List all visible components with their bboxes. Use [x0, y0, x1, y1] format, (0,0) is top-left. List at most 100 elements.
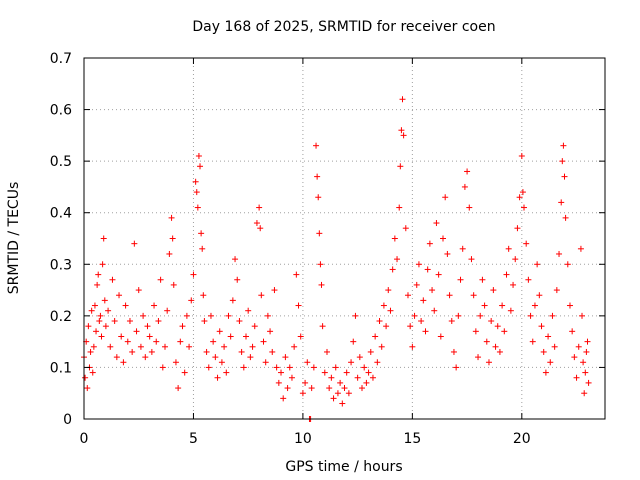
data-point — [385, 287, 392, 294]
data-point — [96, 318, 103, 325]
data-point — [293, 271, 300, 278]
data-point — [503, 271, 510, 278]
data-point — [107, 343, 114, 350]
data-point — [177, 338, 184, 345]
data-point — [507, 307, 514, 314]
data-point — [232, 256, 239, 263]
data-point — [159, 364, 166, 371]
data-point — [536, 292, 543, 299]
data-point — [267, 328, 274, 335]
data-point — [450, 348, 457, 355]
data-point — [326, 385, 333, 392]
data-points — [81, 96, 592, 422]
data-point — [418, 318, 425, 325]
data-point — [140, 312, 147, 319]
data-point — [534, 261, 541, 268]
x-tick-label: 5 — [189, 431, 198, 447]
data-point — [529, 338, 536, 345]
data-point — [97, 312, 104, 319]
data-point — [101, 297, 108, 304]
data-point — [179, 323, 186, 330]
data-point — [89, 369, 96, 376]
data-point — [111, 318, 118, 325]
data-point — [295, 302, 302, 309]
data-point — [470, 292, 477, 299]
data-point — [387, 307, 394, 314]
data-point — [559, 158, 566, 165]
data-point — [118, 333, 125, 340]
data-point — [446, 292, 453, 299]
data-point — [383, 323, 390, 330]
data-point — [455, 312, 462, 319]
data-point — [440, 235, 447, 242]
data-point — [238, 348, 245, 355]
data-point — [109, 276, 116, 283]
data-point — [315, 194, 322, 201]
data-point — [442, 194, 449, 201]
data-point — [461, 183, 468, 190]
data-point — [297, 333, 304, 340]
data-point — [249, 343, 256, 350]
data-point — [540, 348, 547, 355]
data-point — [316, 230, 323, 237]
data-point — [573, 374, 580, 381]
data-point — [494, 323, 501, 330]
data-point — [227, 333, 234, 340]
data-point — [90, 343, 97, 350]
data-point — [82, 374, 89, 381]
data-point — [85, 323, 92, 330]
data-point — [205, 364, 212, 371]
data-point — [424, 266, 431, 273]
data-point — [475, 354, 482, 361]
data-point — [343, 369, 350, 376]
data-point — [553, 287, 560, 294]
data-point — [569, 328, 576, 335]
data-point — [542, 369, 549, 376]
data-point — [472, 328, 479, 335]
data-point — [87, 348, 94, 355]
x-tick-label: 20 — [513, 431, 531, 447]
data-point — [99, 261, 106, 268]
data-point — [133, 328, 140, 335]
data-point — [547, 359, 554, 366]
data-point — [330, 395, 337, 402]
data-point — [399, 96, 406, 103]
data-point — [453, 364, 460, 371]
data-point — [291, 343, 298, 350]
data-point — [102, 323, 109, 330]
data-point — [350, 338, 357, 345]
data-point — [394, 256, 401, 263]
data-point — [273, 364, 280, 371]
data-point — [116, 292, 123, 299]
data-point — [282, 354, 289, 361]
data-point — [151, 302, 158, 309]
data-point — [93, 328, 100, 335]
data-point — [169, 235, 176, 242]
data-point — [411, 312, 418, 319]
y-tick-label: 0.6 — [50, 103, 72, 119]
data-point — [164, 307, 171, 314]
data-point — [380, 302, 387, 309]
data-point — [483, 338, 490, 345]
data-point — [190, 271, 197, 278]
data-point — [466, 204, 473, 211]
data-point — [516, 194, 523, 201]
data-point — [142, 354, 149, 361]
data-point — [214, 374, 221, 381]
data-point — [560, 142, 567, 149]
data-point — [345, 390, 352, 397]
data-point — [444, 250, 451, 257]
data-point — [183, 312, 190, 319]
data-point — [437, 333, 444, 340]
chart-title: Day 168 of 2025, SRMTID for receiver coe… — [192, 19, 495, 35]
data-point — [166, 250, 173, 257]
data-point — [131, 240, 138, 247]
data-point — [374, 359, 381, 366]
y-tick-label: 0 — [63, 412, 72, 428]
data-point — [464, 168, 471, 175]
data-point — [348, 359, 355, 366]
data-point — [492, 343, 499, 350]
data-point — [431, 307, 438, 314]
data-point — [581, 390, 588, 397]
data-point — [501, 328, 508, 335]
